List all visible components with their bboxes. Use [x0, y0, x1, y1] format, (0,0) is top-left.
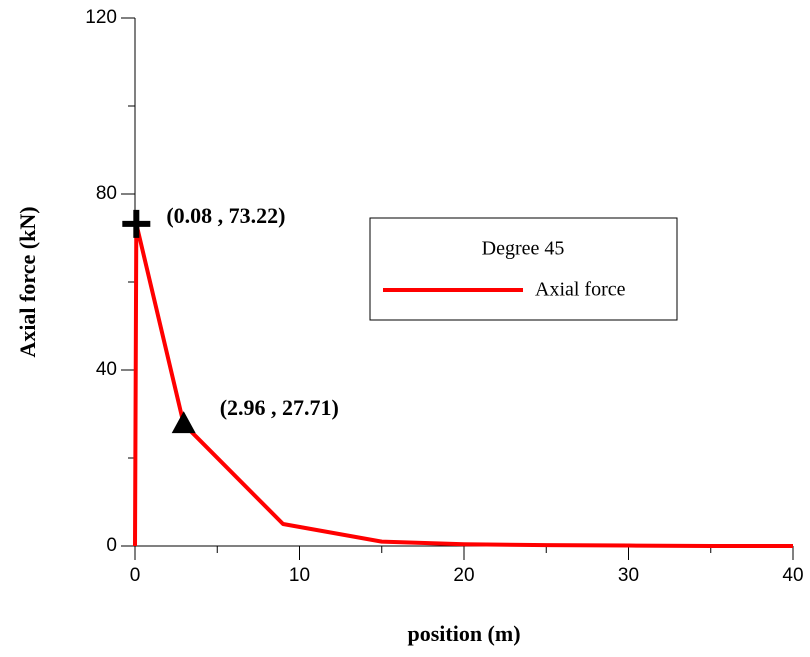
y-tick-label: 0: [106, 535, 117, 556]
x-tick-label: 30: [618, 565, 639, 586]
legend-title: Degree 45: [482, 238, 565, 260]
x-tick-label: 40: [782, 565, 803, 586]
x-tick-label: 20: [453, 565, 474, 586]
y-tick-label: 40: [96, 359, 117, 380]
data-line: [133, 221, 793, 548]
annotation: (0.08 , 73.22): [166, 203, 285, 228]
legend-box: [369, 217, 678, 321]
legend-label: Axial force: [535, 279, 626, 301]
plus-marker: [122, 209, 151, 238]
x-tick-label: 0: [130, 565, 141, 586]
y-axis-label: Axial force (kN): [15, 206, 40, 357]
x-tick-label: 10: [289, 565, 310, 586]
x-axis-label: position (m): [407, 621, 520, 646]
triangle-marker: [171, 411, 196, 434]
annotation: (2.96 , 27.71): [220, 395, 339, 420]
y-tick-label: 80: [96, 183, 117, 204]
y-tick-label: 120: [85, 7, 117, 28]
